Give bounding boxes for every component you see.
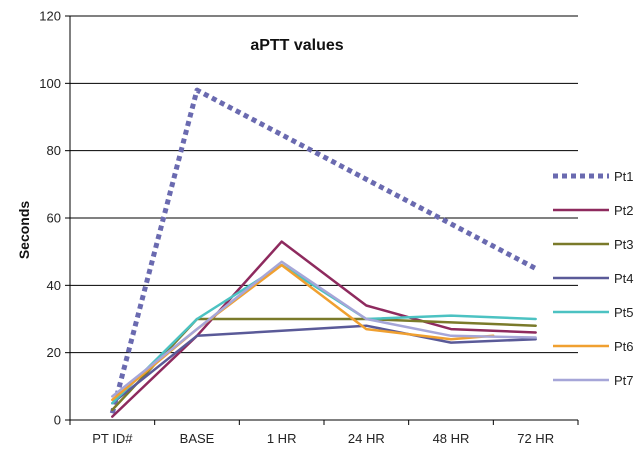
chart-title: aPTT values bbox=[250, 37, 343, 54]
y-axis-title: Seconds bbox=[16, 201, 32, 260]
legend-label-pt6: Pt6 bbox=[614, 339, 634, 354]
y-tick-label: 0 bbox=[54, 413, 61, 428]
gridlines bbox=[70, 15, 578, 421]
legend-label-pt4: Pt4 bbox=[614, 271, 634, 286]
x-tick-label: BASE bbox=[180, 431, 215, 446]
series-line-pt7 bbox=[111, 260, 537, 398]
legend-label-pt1: Pt1 bbox=[614, 169, 634, 184]
series-line-pt4 bbox=[111, 324, 537, 405]
y-tick-label: 100 bbox=[39, 76, 61, 91]
y-tick-label: 120 bbox=[39, 9, 61, 24]
y-tick-label: 60 bbox=[47, 211, 61, 226]
y-tick-label: 40 bbox=[47, 278, 61, 293]
legend-label-pt5: Pt5 bbox=[614, 305, 634, 320]
x-tick-label: PT ID# bbox=[92, 431, 133, 446]
y-tick-label: 80 bbox=[47, 143, 61, 158]
x-tick-label: 24 HR bbox=[348, 431, 385, 446]
legend-label-pt2: Pt2 bbox=[614, 203, 634, 218]
series-line-pt5 bbox=[111, 263, 537, 405]
x-tick-label: 72 HR bbox=[517, 431, 554, 446]
series-line-pt2 bbox=[111, 240, 537, 418]
x-tick-label: 48 HR bbox=[433, 431, 470, 446]
legend-label-pt7: Pt7 bbox=[614, 373, 634, 388]
series-line-pt1 bbox=[109, 87, 537, 414]
legend: Pt1 Pt2 Pt3 Pt4 Pt5 Pt6 Pt7 bbox=[553, 169, 634, 388]
legend-label-pt3: Pt3 bbox=[614, 237, 634, 252]
x-tick-label: 1 HR bbox=[267, 431, 297, 446]
series-line-pt3 bbox=[111, 317, 537, 412]
y-tick-label: 20 bbox=[47, 345, 61, 360]
axes: 0 20 40 60 80 100 120 PT ID# BASE 1 HR 24 HR 48 HR 7… bbox=[39, 9, 579, 446]
series-lines bbox=[109, 87, 537, 418]
